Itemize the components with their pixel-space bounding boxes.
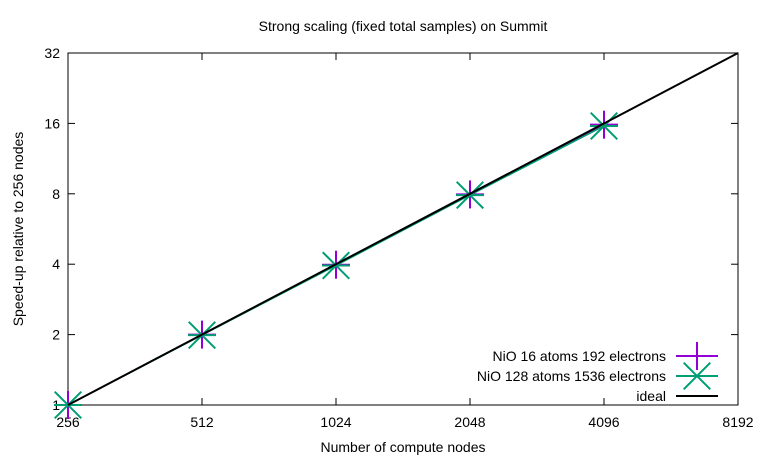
data-point-star (589, 111, 619, 140)
data-point-star (321, 251, 351, 280)
y-tick-label: 4 (52, 256, 60, 272)
data-point-star (455, 181, 485, 210)
series-ideal (67, 52, 739, 406)
x-tick-label: 1024 (320, 414, 351, 430)
y-tick-label: 16 (44, 115, 60, 131)
x-tick-label: 8192 (722, 414, 753, 430)
y-axis-label: Speed-up relative to 256 nodes (10, 132, 26, 327)
legend-marker-star (682, 361, 712, 391)
x-tick-label: 2048 (454, 414, 485, 430)
legend-label: NiO 16 atoms 192 electrons (492, 348, 666, 364)
y-tick-label: 2 (52, 327, 60, 343)
legend-label: ideal (636, 388, 666, 404)
x-tick-label: 256 (56, 414, 80, 430)
x-tick-label: 512 (190, 414, 214, 430)
legend-label: NiO 128 atoms 1536 electrons (477, 368, 666, 384)
x-tick-label: 4096 (588, 414, 619, 430)
y-tick-label: 8 (52, 186, 60, 202)
y-tick-label: 32 (44, 45, 60, 61)
chart-title: Strong scaling (fixed total samples) on … (259, 18, 548, 34)
series-line (67, 52, 739, 406)
plot-frame (67, 52, 739, 406)
x-axis-label: Number of compute nodes (321, 439, 486, 455)
